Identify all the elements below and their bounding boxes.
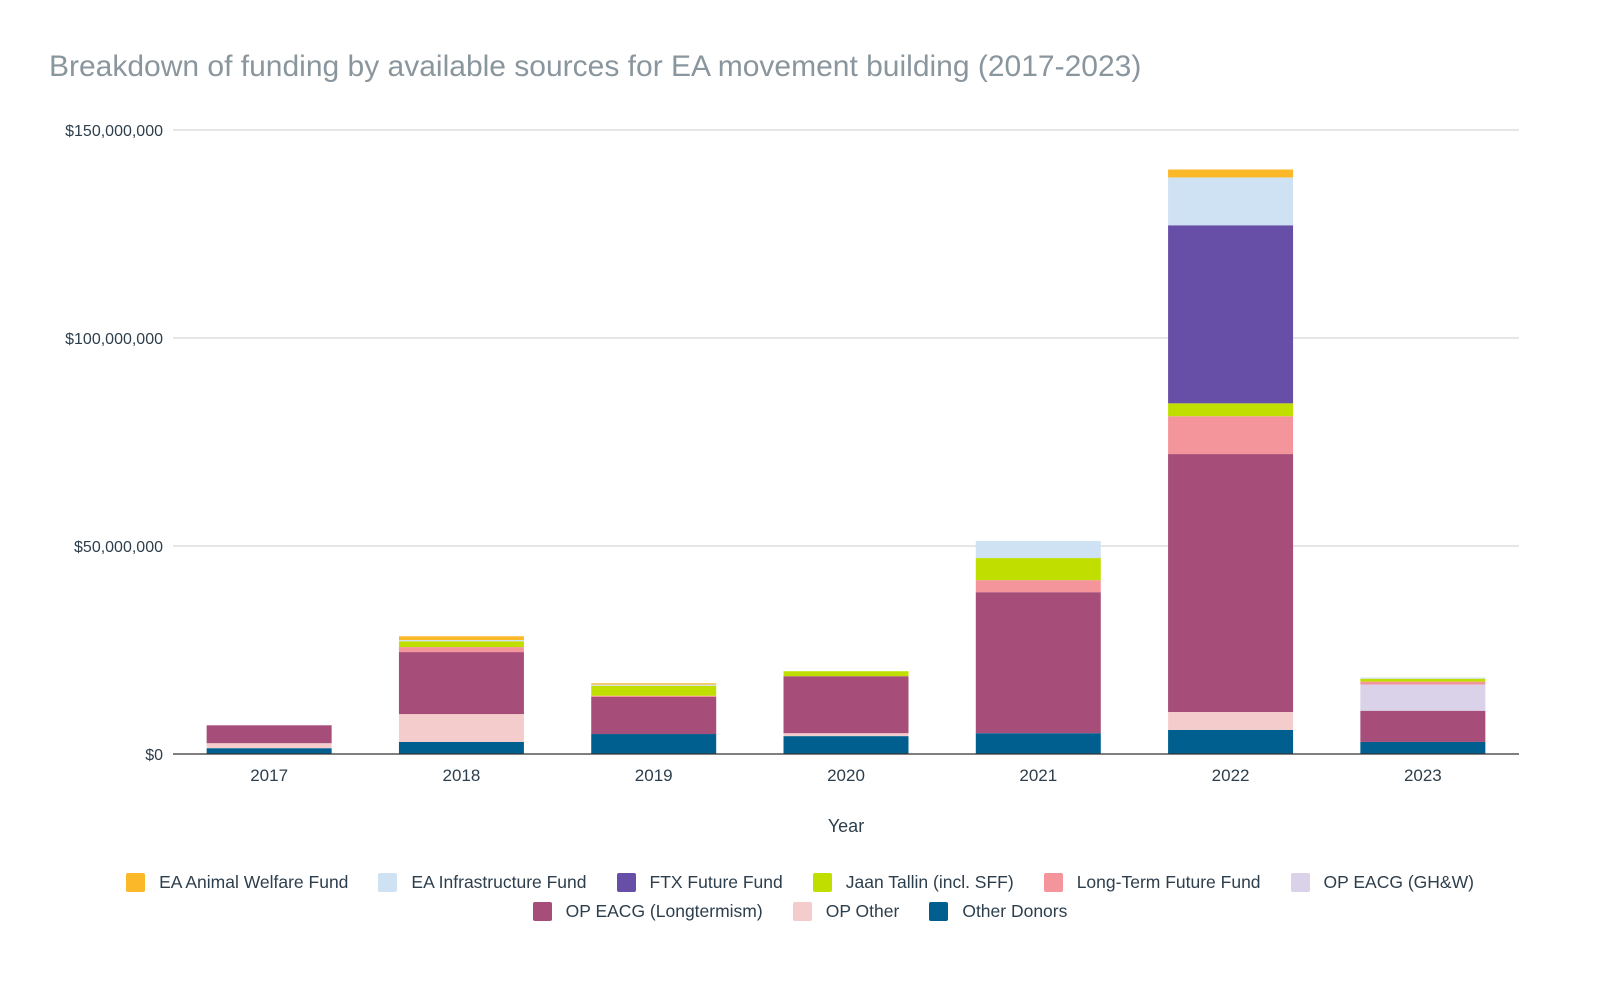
bar-segment-other-donors-2021[interactable] — [975, 733, 1101, 754]
bar-segment-op-other-2017[interactable] — [206, 743, 332, 749]
legend-label: OP EACG (GH&W) — [1323, 872, 1474, 892]
bars — [206, 169, 1486, 754]
bar-segment-op-eacg-longtermism-2020[interactable] — [783, 676, 909, 734]
bar-segment-ea-animal-welfare-fund-2022[interactable] — [1168, 169, 1294, 178]
bar-segment-ea-animal-welfare-fund-2019[interactable] — [591, 683, 717, 685]
bar-segment-other-donors-2020[interactable] — [783, 736, 909, 754]
bar-segment-ea-infrastructure-fund-2019[interactable] — [591, 684, 717, 686]
legend-item[interactable]: OP EACG (GH&W) — [1290, 872, 1474, 893]
legend-item[interactable]: OP EACG (Longtermism) — [532, 901, 763, 922]
bar-segment-long-term-future-fund-2023[interactable] — [1360, 681, 1486, 685]
legend-row: EA Animal Welfare Fund EA Infrastructure … — [0, 868, 1600, 897]
x-tick-label: 2022 — [1212, 766, 1250, 785]
legend-label: Jaan Tallin (incl. SFF) — [845, 872, 1014, 892]
bar-segment-jaan-tallin-incl-sff-2018[interactable] — [398, 641, 524, 648]
bar-segment-other-donors-2018[interactable] — [398, 741, 524, 754]
legend-item[interactable]: Long-Term Future Fund — [1043, 872, 1261, 893]
legend-row: OP EACG (Longtermism) OP Other Other Donor… — [0, 897, 1600, 926]
bar-segment-other-donors-2019[interactable] — [591, 734, 717, 754]
legend-swatch — [929, 902, 949, 921]
gridlines — [173, 129, 1519, 547]
legend-label: EA Infrastructure Fund — [411, 872, 587, 892]
x-tick-label: 2023 — [1404, 766, 1442, 785]
bar-segment-op-eacg-longtermism-2022[interactable] — [1168, 454, 1294, 712]
legend-label: FTX Future Fund — [649, 872, 783, 892]
bar-segment-jaan-tallin-incl-sff-2020[interactable] — [783, 671, 909, 677]
bar-segment-op-other-2022[interactable] — [1168, 711, 1294, 730]
bar-segment-other-donors-2022[interactable] — [1168, 729, 1294, 754]
legend-item[interactable]: Jaan Tallin (incl. SFF) — [812, 872, 1014, 893]
y-tick-label: $150,000,000 — [65, 123, 163, 140]
x-tick-label: 2018 — [443, 766, 481, 785]
y-tick-label: $0 — [145, 747, 163, 764]
legend-item[interactable]: FTX Future Fund — [616, 872, 783, 893]
x-axis-label: Year — [828, 816, 864, 836]
legend-label: OP Other — [825, 901, 900, 921]
bar-segment-ea-infrastructure-fund-2023[interactable] — [1360, 677, 1486, 679]
chart-title: Breakdown of funding by available source… — [49, 50, 1142, 83]
legend-label: EA Animal Welfare Fund — [159, 872, 349, 892]
legend-swatch — [378, 873, 398, 892]
bar-segment-jaan-tallin-incl-sff-2022[interactable] — [1168, 403, 1294, 417]
bar-segment-op-other-2020[interactable] — [783, 733, 909, 737]
x-tick-label: 2017 — [250, 766, 288, 785]
bar-segment-ea-infrastructure-fund-2018[interactable] — [398, 640, 524, 642]
bar-segment-ea-animal-welfare-fund-2018[interactable] — [398, 636, 524, 641]
bar-segment-other-donors-2023[interactable] — [1360, 741, 1486, 754]
legend-swatch — [126, 873, 146, 892]
legend-item[interactable]: OP Other — [792, 901, 900, 922]
legend: EA Animal Welfare Fund EA Infrastructure … — [0, 868, 1600, 926]
bar-segment-long-term-future-fund-2019[interactable] — [591, 695, 717, 698]
legend-swatch — [1290, 873, 1310, 892]
legend-label: OP EACG (Longtermism) — [565, 901, 763, 921]
bar-segment-ftx-future-fund-2022[interactable] — [1168, 225, 1294, 404]
bar-segment-long-term-future-fund-2022[interactable] — [1168, 416, 1294, 455]
bar-segment-long-term-future-fund-2021[interactable] — [975, 580, 1101, 593]
bar-segment-jaan-tallin-incl-sff-2021[interactable] — [975, 558, 1101, 581]
bar-segment-other-donors-2017[interactable] — [206, 748, 332, 754]
bar-segment-op-other-2018[interactable] — [398, 714, 524, 742]
y-tick-label: $100,000,000 — [65, 331, 163, 348]
legend-label: Long-Term Future Fund — [1076, 872, 1261, 892]
axes: $0 $50,000,000 $100,000,000 $150,000,000 201… — [65, 123, 1519, 785]
legend-item[interactable]: EA Infrastructure Fund — [378, 872, 587, 893]
legend-label: Other Donors — [962, 901, 1068, 921]
x-tick-label: 2021 — [1019, 766, 1057, 785]
bar-segment-jaan-tallin-incl-sff-2023[interactable] — [1360, 678, 1486, 682]
bar-segment-op-eacg-longtermism-2023[interactable] — [1360, 710, 1486, 742]
legend-item[interactable]: Other Donors — [929, 901, 1067, 922]
legend-swatch — [812, 873, 832, 892]
legend-swatch — [616, 873, 636, 892]
bar-segment-op-eacg-longtermism-2019[interactable] — [591, 697, 717, 735]
bar-segment-op-eacg-longtermism-2017[interactable] — [206, 725, 332, 744]
bar-segment-op-eacg-longtermism-2021[interactable] — [975, 592, 1101, 734]
bar-segment-ea-infrastructure-fund-2021[interactable] — [975, 541, 1101, 559]
bar-segment-long-term-future-fund-2018[interactable] — [398, 647, 524, 653]
bar-segment-ea-infrastructure-fund-2022[interactable] — [1168, 177, 1294, 226]
x-tick-label: 2019 — [635, 766, 673, 785]
legend-swatch — [792, 902, 812, 921]
y-tick-label: $50,000,000 — [74, 539, 163, 556]
bar-segment-op-eacg-gh-w-2023[interactable] — [1360, 684, 1486, 711]
bar-segment-op-eacg-longtermism-2018[interactable] — [398, 652, 524, 715]
legend-item[interactable]: EA Animal Welfare Fund — [126, 872, 348, 893]
legend-swatch — [1043, 873, 1063, 892]
x-tick-label: 2020 — [827, 766, 865, 785]
legend-swatch — [532, 902, 552, 921]
bar-segment-jaan-tallin-incl-sff-2019[interactable] — [591, 685, 717, 696]
